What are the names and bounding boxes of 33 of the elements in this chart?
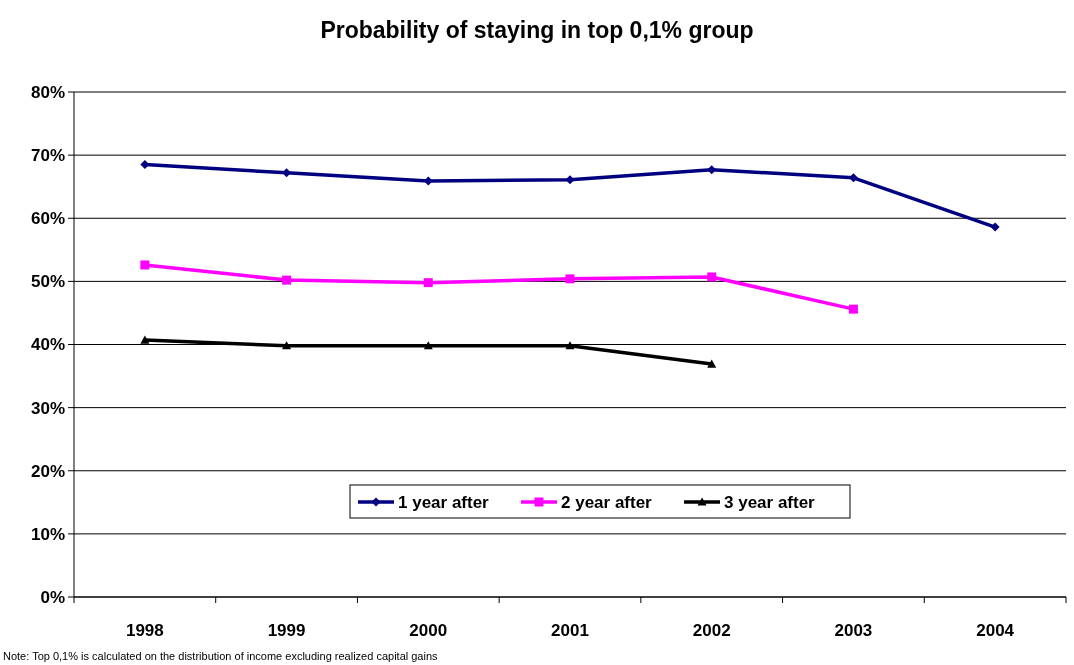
point (848, 304, 858, 314)
point (423, 278, 433, 288)
x-tick-label: 1998 (125, 621, 164, 640)
point (565, 274, 575, 284)
x-tick-label: 1999 (267, 621, 306, 640)
point (565, 175, 575, 185)
legend-label: 1 year after (398, 492, 490, 512)
point (990, 222, 1000, 232)
chart-title: Probability of staying in top 0,1% group (320, 17, 754, 43)
x-tick-label: 2001 (551, 621, 589, 640)
x-tick-label: 2000 (409, 621, 448, 640)
point (140, 260, 150, 270)
y-tick-label: 30% (30, 398, 65, 418)
x-tick-label: 2004 (976, 621, 1015, 640)
legend-label: 2 year after (561, 492, 653, 512)
x-tick-label: 2002 (692, 621, 731, 640)
text: Note: Top 0,1% is calculated on the distribution of income excluding realized capital gains (3, 650, 439, 662)
point (423, 341, 433, 350)
point (140, 335, 150, 344)
y-tick-label: 70% (30, 146, 65, 166)
point (707, 359, 717, 368)
y-tick-label: 40% (30, 335, 65, 355)
legend-label: 3 year after (724, 492, 816, 512)
y-tick-label: 60% (30, 209, 65, 229)
point (282, 341, 292, 350)
y-tick-label: 50% (30, 272, 65, 292)
point (707, 272, 717, 282)
y-tick-label: 80% (30, 82, 65, 102)
y-tick-label: 0% (40, 587, 65, 607)
point (282, 275, 292, 285)
x-tick-label: 2003 (834, 621, 873, 640)
y-tick-label: 20% (30, 461, 65, 481)
y-tick-label: 10% (30, 524, 65, 544)
